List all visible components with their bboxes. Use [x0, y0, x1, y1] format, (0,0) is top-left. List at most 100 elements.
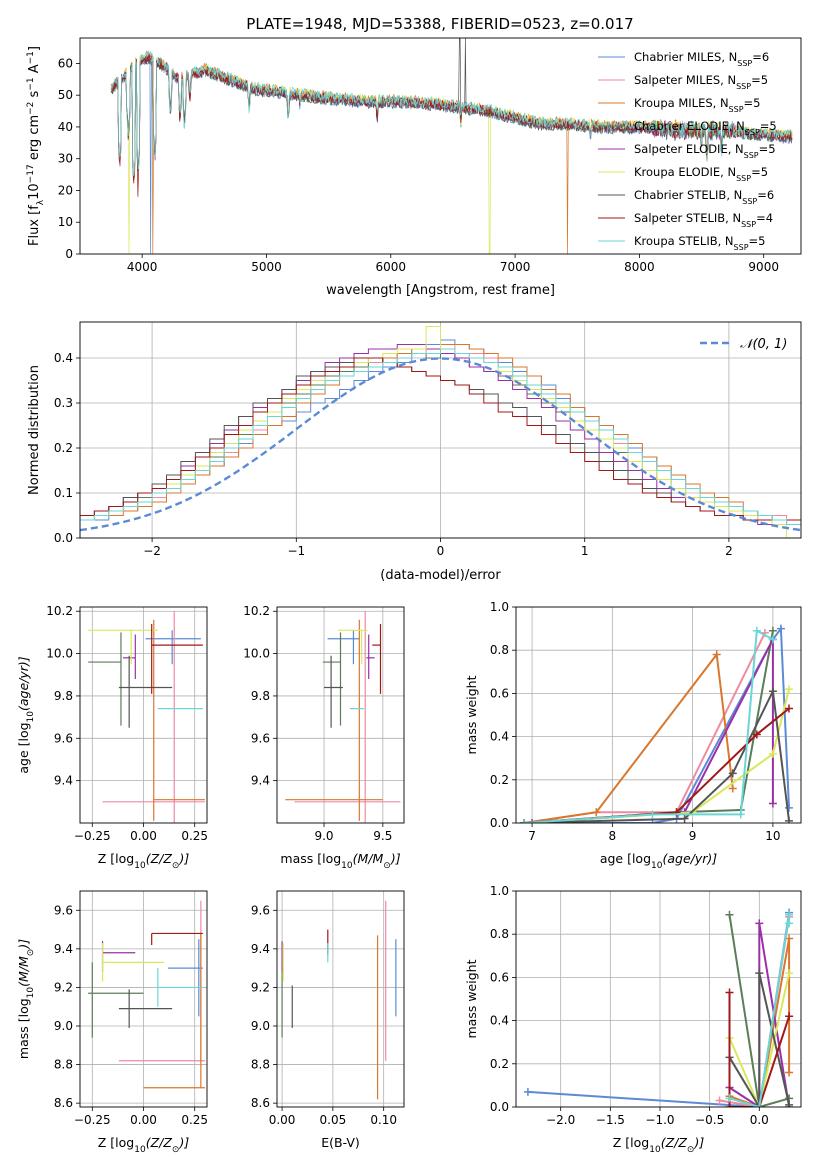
axes-frame	[79, 606, 208, 824]
x-tick-label: 8	[609, 829, 617, 843]
y-tick-label: 0.4	[490, 1014, 509, 1028]
errorbar-point	[338, 629, 368, 665]
spectrum-line	[110, 55, 793, 177]
weight-marker	[728, 769, 737, 778]
y-tick-label: 0.6	[490, 970, 509, 984]
weight-marker	[528, 819, 537, 823]
x-tick-label: −1.0	[645, 1113, 674, 1127]
plot-area	[277, 607, 404, 823]
y-tick-label: 10	[58, 215, 73, 229]
weight-marker	[728, 784, 737, 793]
errorbar-point	[101, 943, 164, 982]
y-tick-label: 8.8	[251, 1058, 270, 1072]
weight-line	[728, 992, 791, 1107]
legend: Chabrier MILES, NSSP=6 Salpeter MILES, NS…	[598, 50, 777, 252]
y-tick-label: 1.0	[490, 600, 509, 614]
weight-line	[728, 972, 791, 1107]
y-tick-label: 0.0	[490, 816, 509, 830]
axes-frame	[515, 606, 802, 824]
weight-marker	[784, 803, 793, 812]
y-tick-label: 9.6	[251, 731, 270, 745]
y-axis-label: Flux [fλ10−17 erg cm−2 s−1 A−1]	[26, 46, 46, 246]
plot-area	[110, 38, 793, 254]
y-axis-label: mass weight	[464, 675, 479, 754]
weight-marker	[784, 704, 793, 713]
weight-marker	[768, 626, 777, 635]
legend-label: Salpeter STELIB, NSSP=4	[634, 211, 773, 229]
weight-line	[523, 651, 734, 823]
x-tick-label: 10	[765, 829, 780, 843]
x-axis-label: wavelength [Angstrom, rest frame]	[326, 283, 555, 298]
legend-label: 𝒩(0, 1)	[740, 337, 787, 352]
x-tick-label: 0.0	[750, 1113, 769, 1127]
y-tick-label: 9.0	[251, 1019, 270, 1033]
x-tick-label: 9.5	[373, 829, 392, 843]
y-axis-label: age [log10(age/yr)]	[16, 656, 36, 773]
y-tick-label: 9.8	[251, 689, 270, 703]
x-tick-label: 8000	[624, 260, 655, 274]
panel-mass_vs_Z: −0.25 0.00 0.25 8.6 8.8 9.0 9.2 9.4 9.6 Z [log10(…	[16, 890, 208, 1155]
y-tick-label: 0.2	[54, 441, 73, 455]
y-tick-label: 9.0	[54, 1019, 73, 1033]
weight-line	[729, 938, 791, 1107]
weight-marker	[752, 626, 761, 635]
errorbar-point	[118, 900, 205, 1062]
x-tick-label: −0.25	[74, 1113, 111, 1127]
y-tick-label: 40	[58, 120, 73, 134]
plot-area	[516, 891, 801, 1107]
y-tick-label: 9.4	[54, 942, 73, 956]
errorbar-point	[88, 629, 158, 665]
y-tick-label: 0.1	[54, 486, 73, 500]
axes-frame	[276, 890, 405, 1108]
errorbar-point	[285, 619, 383, 821]
errorbar-point	[153, 619, 205, 821]
legend-label: Kroupa STELIB, NSSP=5	[634, 234, 765, 252]
x-tick-label: 9000	[748, 260, 779, 274]
y-tick-label: 9.2	[251, 980, 270, 994]
x-axis-label: Z [log10(Z/Z⊙)]	[98, 851, 190, 871]
plot-area	[277, 891, 404, 1107]
x-tick-label: 4000	[127, 260, 158, 274]
weight-marker	[784, 685, 793, 694]
plot-area	[80, 891, 207, 1107]
legend-label: Kroupa ELODIE, NSSP=5	[634, 165, 768, 183]
legend-label: Salpeter ELODIE, NSSP=5	[634, 142, 776, 160]
y-tick-label: 8.6	[54, 1096, 73, 1110]
y-tick-label: 50	[58, 88, 73, 102]
x-tick-label: 7	[528, 829, 536, 843]
y-tick-label: 10.2	[46, 604, 73, 618]
weight-marker	[725, 1094, 734, 1103]
errorbar-point	[88, 962, 144, 1038]
weight-marker	[725, 910, 734, 919]
histogram-step	[80, 357, 801, 538]
panel-residual_histogram: −2 −1 0 1 2 0.0 0.1 0.2 0.3 0.4 (data-model)/error…	[27, 321, 802, 583]
weight-marker	[725, 1103, 734, 1107]
y-tick-label: 0.2	[490, 1057, 509, 1071]
y-axis-label: mass weight	[464, 959, 479, 1038]
x-tick-label: 0.00	[130, 1113, 157, 1127]
axes-frame	[79, 321, 802, 539]
x-tick-label: −0.5	[695, 1113, 724, 1127]
x-tick-label: 0.25	[181, 1113, 208, 1127]
axes-frame	[515, 890, 802, 1108]
y-tick-label: 0.8	[490, 927, 509, 941]
x-tick-label: 0.00	[130, 829, 157, 843]
y-tick-label: 0.8	[490, 643, 509, 657]
y-tick-label: 0.6	[490, 686, 509, 700]
y-tick-label: 9.4	[54, 774, 73, 788]
x-tick-label: 0.10	[370, 1113, 397, 1127]
weight-line	[527, 912, 791, 1107]
panel-weight_vs_age: 7 8 9 10 0.0 0.2 0.4 0.6 0.8 1.0 age [log10(age/yr…	[464, 600, 802, 871]
errorbar-point	[145, 630, 201, 665]
panel-spectrum: 4000 5000 6000 7000 8000 9000 0 10 20 30 40 50 60 wav…	[26, 37, 802, 298]
weight-line	[728, 914, 790, 1107]
errorbar-point	[118, 655, 173, 728]
histogram-step	[80, 348, 801, 538]
weight-marker	[785, 969, 794, 978]
x-tick-label: 0.05	[320, 1113, 347, 1127]
weight-marker	[785, 1068, 794, 1077]
y-tick-label: 0.3	[54, 396, 73, 410]
x-tick-label: 9	[689, 829, 697, 843]
normal-curve	[80, 357, 801, 532]
